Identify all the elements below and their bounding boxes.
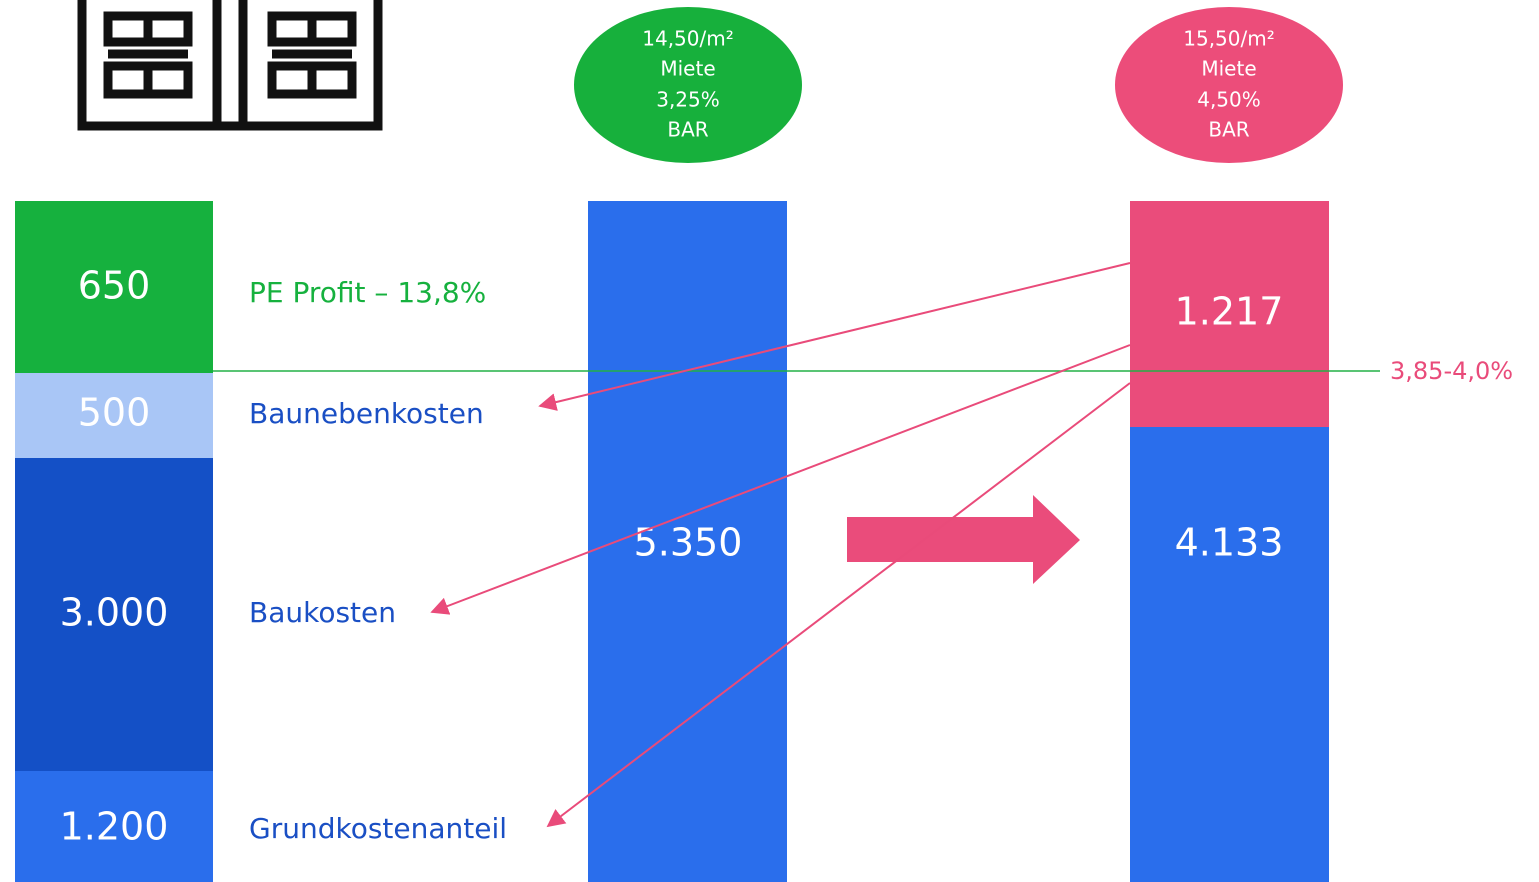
segment-value: 3.000 — [60, 591, 169, 635]
segment-value: 1.217 — [1175, 290, 1284, 334]
segment-label: PE Profit – 13,8% — [249, 276, 486, 309]
building-icon — [77, 0, 383, 131]
total-bar — [588, 201, 787, 882]
segment-profit — [15, 201, 213, 373]
bubble — [574, 7, 802, 163]
segment-baukosten — [15, 458, 213, 771]
bubble-text: BAR — [1208, 118, 1249, 142]
arrow — [847, 495, 1080, 584]
segment-value: 1.200 — [60, 805, 169, 849]
segment-label: Grundkostenanteil — [249, 812, 507, 845]
bubble — [1115, 7, 1343, 163]
segment-profit — [1130, 201, 1329, 427]
bubble-text: Miete — [1201, 57, 1256, 81]
total-value: 5.350 — [634, 521, 743, 565]
segment-label: Baunebenkosten — [249, 397, 484, 430]
segment-value: 4.133 — [1175, 521, 1284, 565]
threshold-label: 3,85-4,0% — [1390, 357, 1513, 385]
segment-label: Baukosten — [249, 596, 396, 629]
bubble-text: 4,50% — [1197, 88, 1261, 112]
bubble-text: Miete — [660, 57, 715, 81]
segment-cost — [1130, 427, 1329, 882]
bubble-text: 14,50/m² — [642, 27, 734, 51]
segment-nebenkosten — [15, 373, 213, 458]
pointers — [430, 262, 1131, 828]
segment-grund — [15, 771, 213, 882]
bubble-text: 3,25% — [656, 88, 720, 112]
segment-value: 650 — [78, 264, 151, 308]
bubble-text: 15,50/m² — [1183, 27, 1275, 51]
segment-value: 500 — [78, 391, 151, 435]
bubble-text: BAR — [667, 118, 708, 142]
